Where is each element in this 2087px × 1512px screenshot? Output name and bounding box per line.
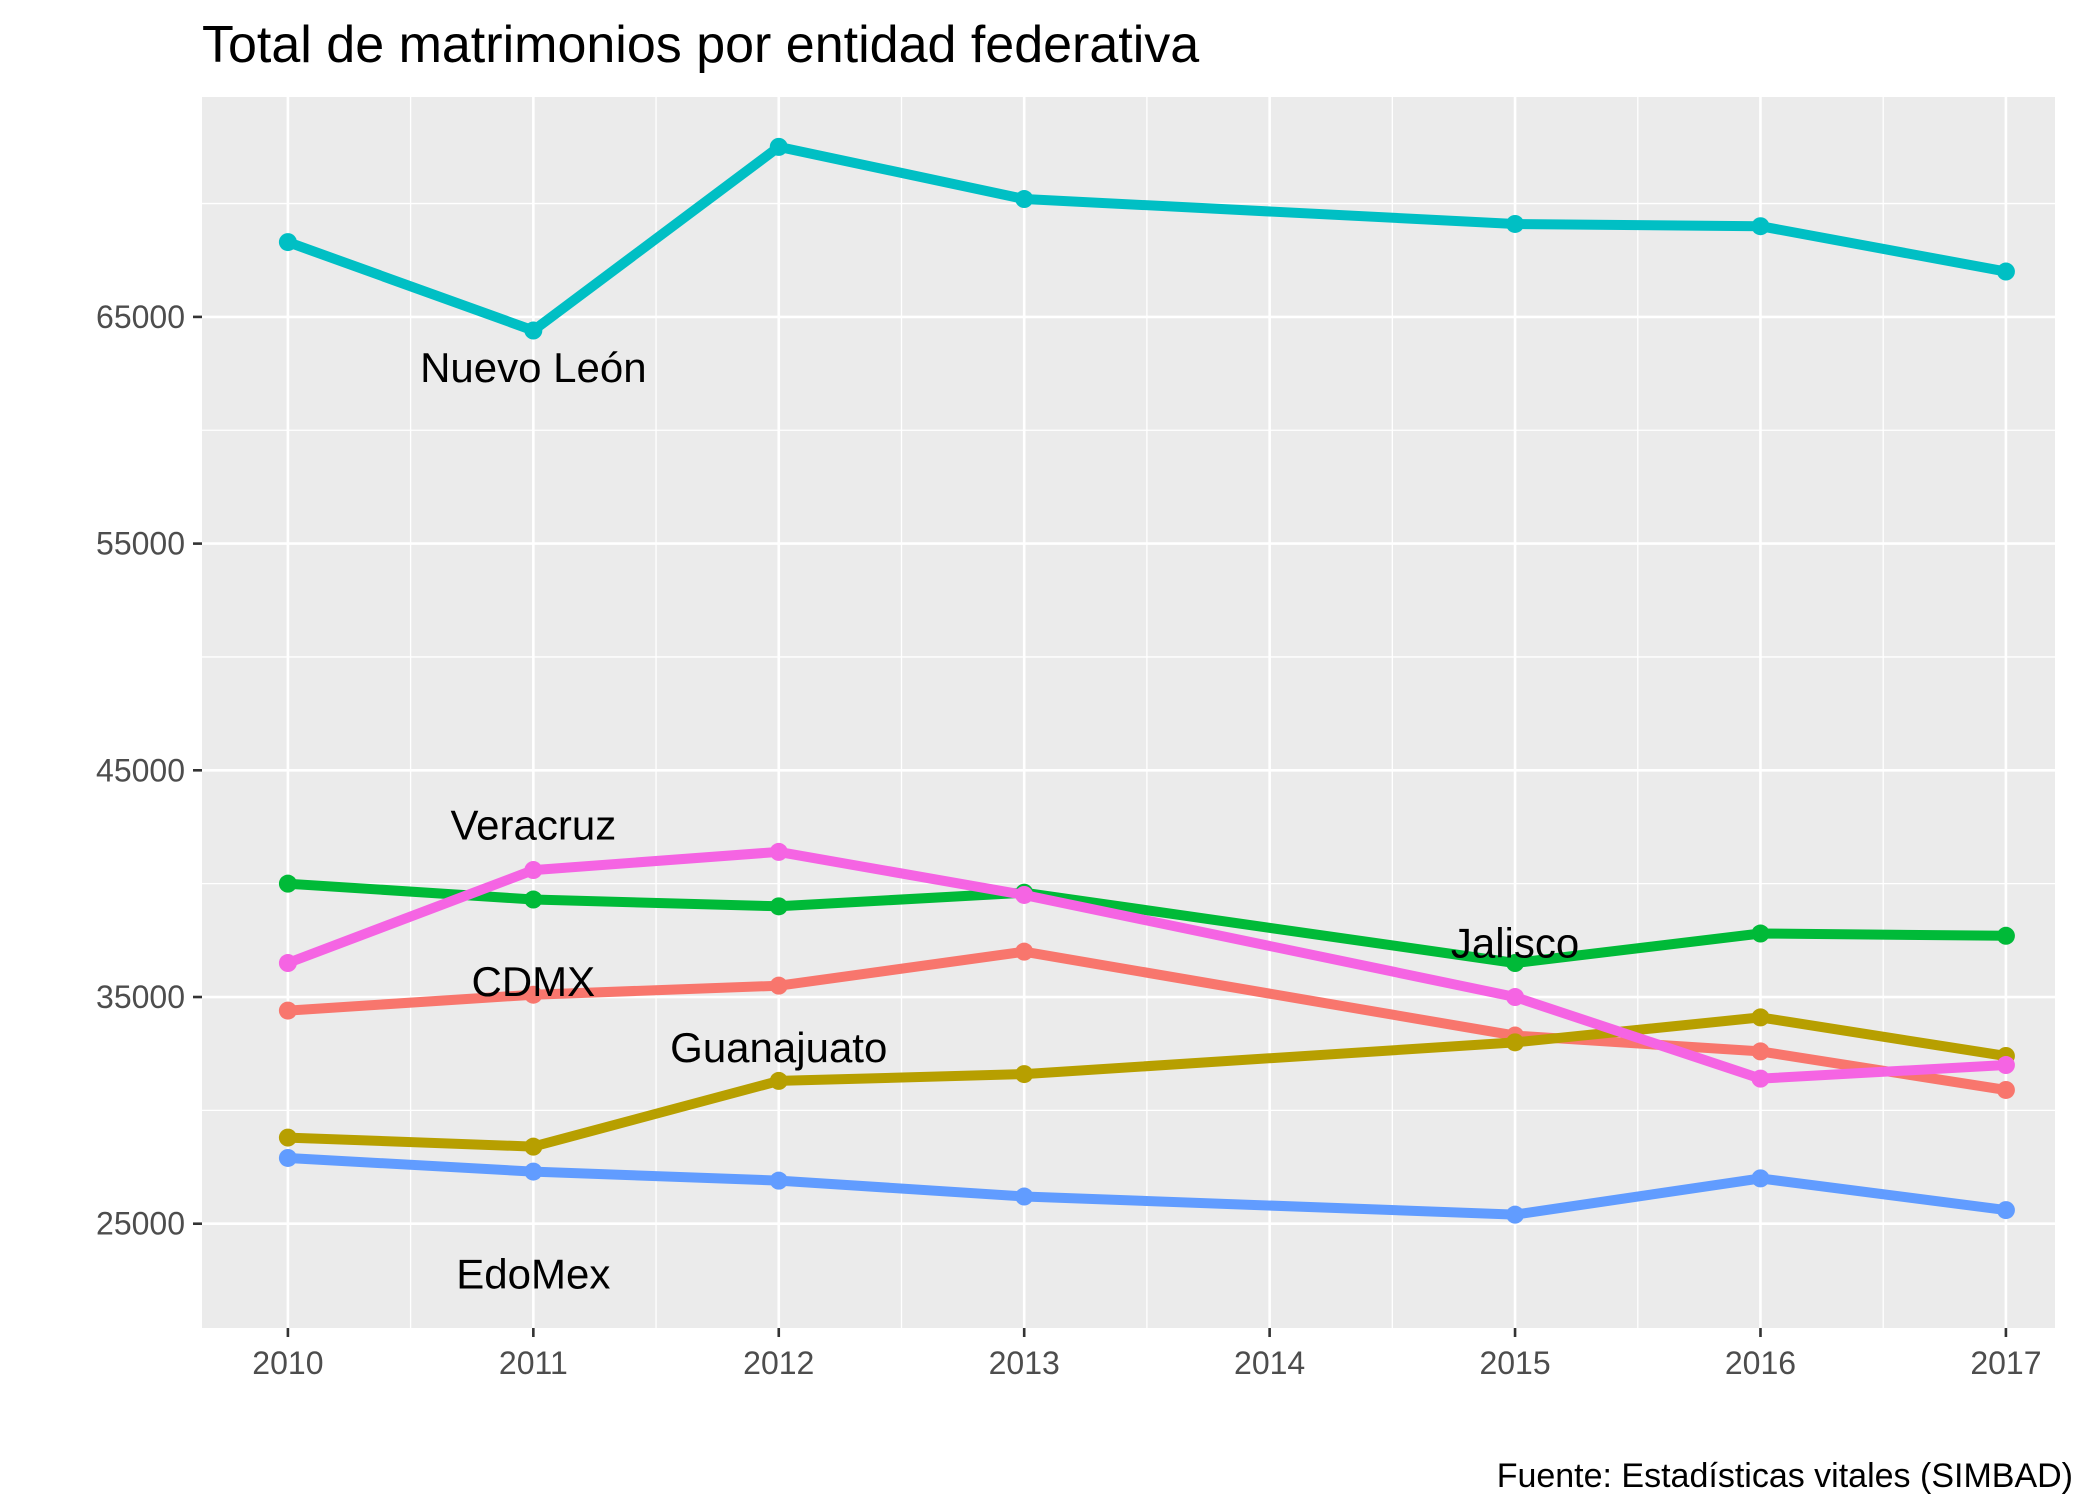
data-point-cdmx (278, 1001, 297, 1020)
series-layer (278, 137, 2015, 1224)
data-point-nuevo-leon (1506, 214, 1525, 233)
series-label-cdmx: CDMX (471, 958, 595, 1005)
data-point-edomex (1751, 1169, 1770, 1188)
data-point-cdmx (769, 976, 788, 995)
data-point-veracruz (1506, 988, 1525, 1007)
y-axis: 25000 35000 45000 55000 65000 (96, 299, 202, 1242)
series-label-jalisco: Jalisco (1451, 920, 1579, 967)
series-nuevo-leon (278, 137, 2015, 340)
data-point-jalisco (1996, 926, 2015, 945)
x-tick-label: 2017 (1970, 1345, 2041, 1381)
y-tick-label: 35000 (96, 979, 185, 1015)
data-point-jalisco (769, 897, 788, 916)
x-tick-label: 2016 (1725, 1345, 1796, 1381)
major-gridlines (202, 97, 2055, 1328)
data-point-jalisco (278, 874, 297, 893)
data-point-jalisco (1506, 954, 1525, 973)
data-point-guanajuato (524, 1137, 543, 1156)
data-point-veracruz (278, 954, 297, 973)
data-point-nuevo-leon (524, 321, 543, 340)
data-point-veracruz (524, 861, 543, 880)
data-point-edomex (1996, 1201, 2015, 1220)
data-point-nuevo-leon (278, 233, 297, 252)
data-point-edomex (278, 1148, 297, 1167)
data-point-nuevo-leon (1751, 217, 1770, 236)
chart-caption: Fuente: Estadísticas vitales (SIMBAD) (1497, 1457, 2073, 1495)
data-point-veracruz (1996, 1056, 2015, 1075)
series-edomex (278, 1148, 2015, 1224)
data-point-guanajuato (1506, 1033, 1525, 1052)
data-point-guanajuato (769, 1071, 788, 1090)
data-point-cdmx (524, 985, 543, 1004)
y-tick-label: 65000 (96, 299, 185, 335)
data-point-jalisco (524, 890, 543, 909)
data-point-edomex (524, 1162, 543, 1181)
x-axis: 2010 2011 2012 2013 2014 2015 2016 2017 (252, 1328, 2042, 1381)
data-point-jalisco (1751, 924, 1770, 943)
x-tick-label: 2014 (1234, 1345, 1305, 1381)
series-label-edomex: EdoMex (456, 1251, 610, 1298)
data-point-veracruz (1015, 885, 1034, 904)
x-tick-label: 2011 (499, 1345, 568, 1381)
x-tick-label: 2015 (1479, 1345, 1550, 1381)
data-point-edomex (1506, 1205, 1525, 1224)
data-point-edomex (769, 1171, 788, 1190)
data-point-nuevo-leon (769, 137, 788, 156)
y-tick-label: 45000 (96, 752, 185, 788)
series-cdmx (278, 942, 2015, 1099)
data-point-guanajuato (1015, 1065, 1034, 1084)
data-point-nuevo-leon (1996, 262, 2015, 281)
data-point-cdmx (1015, 942, 1034, 961)
x-tick-label: 2013 (989, 1345, 1060, 1381)
data-point-veracruz (769, 842, 788, 861)
x-tick-label: 2012 (743, 1345, 814, 1381)
data-point-veracruz (1751, 1069, 1770, 1088)
x-tick-label: 2010 (252, 1345, 323, 1381)
chart-title: Total de matrimonios por entidad federat… (202, 16, 1199, 74)
series-labels: Nuevo León Veracruz CDMX Guanajuato Jalisco E… (420, 344, 1579, 1298)
plot-panel (202, 97, 2055, 1328)
data-point-guanajuato (278, 1128, 297, 1147)
series-label-veracruz: Veracruz (450, 802, 616, 849)
y-tick-label: 55000 (96, 526, 185, 562)
series-guanajuato (278, 1008, 2015, 1156)
data-point-edomex (1015, 1187, 1034, 1206)
data-point-guanajuato (1751, 1008, 1770, 1027)
data-point-cdmx (1996, 1080, 2015, 1099)
series-veracruz (278, 842, 2015, 1088)
series-label-nuevo-leon: Nuevo León (420, 344, 647, 391)
data-point-cdmx (1751, 1042, 1770, 1061)
y-tick-label: 25000 (96, 1206, 185, 1242)
data-point-nuevo-leon (1015, 190, 1034, 209)
series-label-guanajuato: Guanajuato (670, 1024, 887, 1071)
